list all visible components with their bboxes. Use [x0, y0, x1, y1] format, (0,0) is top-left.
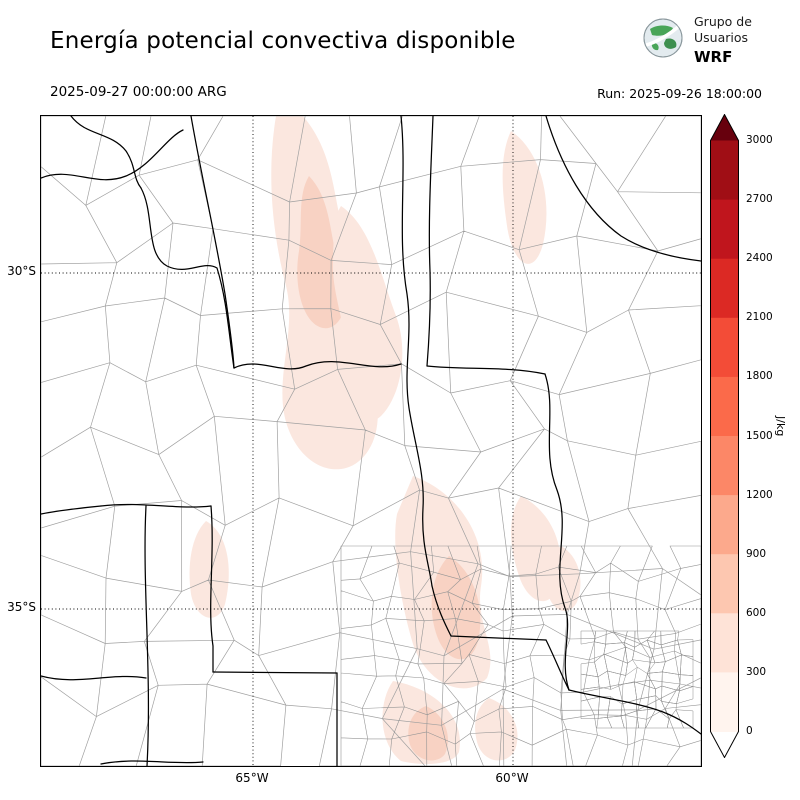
colorbar-segment	[710, 495, 739, 555]
colorbar-tick-label: 1800	[746, 370, 773, 383]
map-svg	[41, 116, 701, 766]
colorbar-over-arrow	[710, 114, 739, 141]
colorbar-under-arrow	[710, 731, 739, 758]
lon-tick-60w: 60°W	[495, 771, 529, 785]
colorbar-segment	[710, 376, 739, 437]
wrf-logo: Grupo de Usuarios WRF	[640, 14, 752, 67]
colorbar-tick-label: 600	[746, 606, 767, 619]
department-boundaries	[580, 630, 694, 729]
colorbar-tick-label: 2100	[746, 311, 773, 324]
colorbar-segment	[710, 317, 739, 378]
logo-org-line1: Grupo de	[694, 14, 752, 29]
lat-tick-35s: 35°S	[7, 600, 36, 614]
model-run-label: Run: 2025-09-26 18:00:00	[597, 86, 762, 101]
colorbar-tick-label: 2400	[746, 252, 773, 265]
colorbar-unit-label: J/kg	[774, 416, 787, 437]
department-boundaries	[340, 545, 701, 766]
colorbar-segment	[710, 436, 739, 496]
colorbar-tick-label: 1200	[746, 488, 773, 501]
colorbar-tick-label: 2700	[746, 193, 773, 206]
colorbar-segment	[710, 554, 739, 614]
page-title: Energía potencial convectiva disponible	[50, 28, 516, 54]
colorbar-outline	[710, 113, 739, 759]
map-canvas	[40, 115, 702, 767]
colorbar	[710, 113, 740, 759]
lon-tick-65w: 65°W	[235, 771, 269, 785]
valid-time-label: 2025-09-27 00:00:00 ARG	[50, 84, 227, 100]
colorbar-segment	[710, 613, 739, 673]
lat-tick-30s: 30°S	[7, 264, 36, 278]
colorbar-segment	[710, 672, 739, 732]
colorbar-segment	[710, 258, 739, 319]
colorbar-tick-label: 1500	[746, 429, 773, 442]
department-boundaries-layer	[41, 116, 701, 766]
province-boundaries-layer	[41, 116, 701, 766]
colorbar-tick-label: 900	[746, 547, 767, 560]
colorbar-segment	[710, 140, 739, 201]
department-boundaries	[41, 116, 701, 766]
globe-icon	[643, 18, 683, 58]
logo-text: Grupo de Usuarios WRF	[694, 14, 752, 67]
colorbar-svg	[710, 113, 739, 759]
colorbar-tick-label: 3000	[746, 134, 773, 146]
logo-org-line2: Usuarios	[694, 30, 749, 46]
logo-wrf-label: WRF	[694, 47, 733, 66]
colorbar-tick-labels: 3000 2700 2400 2100 1800 1500 1200 900 600 300 0	[746, 114, 790, 766]
cape-shading-layer	[189, 116, 581, 765]
colorbar-segment	[710, 199, 739, 260]
graticule-layer	[41, 116, 701, 766]
colorbar-tick-label: 300	[746, 665, 767, 678]
colorbar-tick-label: 0	[746, 725, 753, 737]
